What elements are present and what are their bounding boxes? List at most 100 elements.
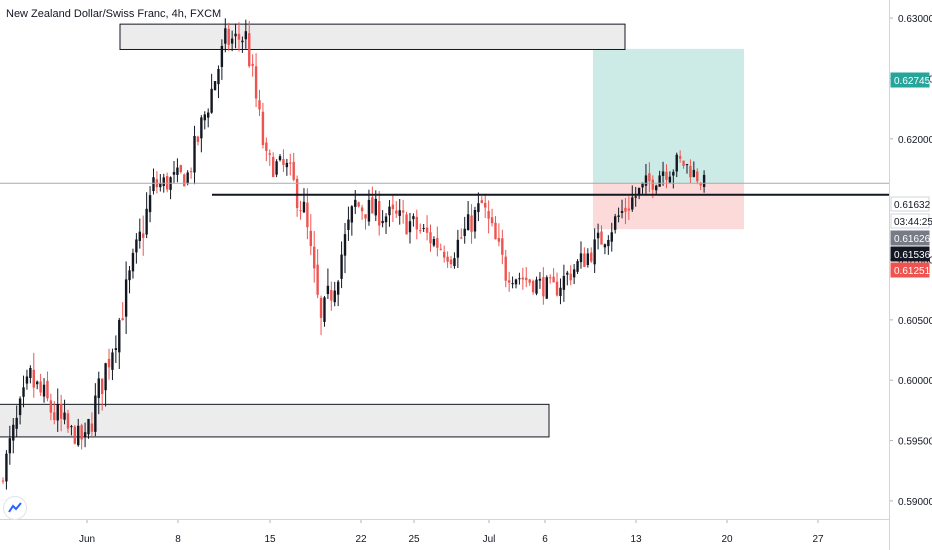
candle-body — [268, 153, 271, 155]
candle-body — [179, 165, 183, 173]
candle-body — [525, 277, 528, 281]
candle-body — [350, 206, 354, 223]
candle — [477, 192, 480, 222]
x-tick-label: 13 — [630, 534, 642, 545]
candle-body — [672, 171, 675, 176]
candle — [692, 161, 696, 178]
candle-body — [692, 169, 696, 177]
candle — [672, 169, 675, 189]
candle-body — [77, 425, 80, 446]
candle — [203, 111, 206, 130]
candle — [155, 171, 159, 194]
candle-body — [1, 480, 5, 482]
candle-body — [213, 81, 217, 91]
candle — [230, 30, 234, 52]
last-price-tag-label: 0.61632 — [894, 200, 931, 211]
candle-body — [586, 253, 590, 266]
candle-body — [53, 412, 56, 421]
candle-body — [193, 135, 196, 173]
candle — [323, 295, 326, 327]
candle — [579, 241, 583, 269]
candle-body — [73, 426, 77, 444]
candle — [196, 135, 200, 146]
candle-body — [278, 156, 282, 161]
candle — [555, 272, 559, 297]
candle-body — [56, 404, 59, 421]
candle-body — [501, 238, 504, 255]
y-tick-label: 0.60500 — [898, 316, 932, 327]
candle-body — [289, 162, 292, 164]
candle — [668, 171, 672, 183]
last-price-tag: 0.61632 — [890, 196, 931, 212]
candle — [227, 22, 230, 51]
candle-body — [419, 230, 422, 232]
candle-body — [576, 261, 579, 272]
supply-zone — [119, 23, 626, 50]
candle-body — [439, 248, 442, 250]
candle — [360, 204, 364, 220]
candle — [408, 212, 412, 244]
candle — [59, 394, 63, 432]
tradingview-logo-icon[interactable] — [3, 496, 27, 520]
candle — [172, 161, 176, 183]
candle-body — [531, 280, 535, 293]
candle-body — [456, 239, 460, 258]
candle — [449, 255, 453, 269]
candle-body — [590, 252, 593, 262]
candle-body — [518, 278, 521, 280]
candle — [405, 211, 408, 235]
time-axis: Jun 8 15 22 25 Jul 6 13 20 27 — [79, 519, 824, 545]
candle-body — [572, 269, 576, 278]
candle-body — [579, 253, 583, 263]
candle-body — [655, 185, 658, 191]
candle-body — [111, 352, 114, 370]
candle — [207, 108, 210, 128]
candle-body — [100, 378, 104, 395]
candle — [42, 378, 46, 403]
candle-body — [634, 196, 637, 198]
candle — [661, 161, 665, 186]
candle-body — [97, 378, 100, 399]
candle-body — [104, 363, 107, 391]
candle — [224, 18, 227, 53]
candle-body — [282, 159, 285, 165]
stop-price-tag: 0.61251 — [890, 262, 931, 278]
candle — [285, 158, 289, 176]
candle-body — [306, 202, 309, 228]
candle — [118, 317, 121, 369]
candle-body — [477, 203, 480, 213]
candle-body — [340, 254, 343, 279]
candle-body — [566, 272, 569, 275]
candle — [306, 188, 309, 240]
entry-price-tag-label: 0.61626 — [894, 234, 931, 245]
candle — [525, 267, 528, 288]
candle — [316, 249, 319, 299]
candle-body — [309, 230, 312, 247]
candle — [514, 278, 518, 289]
candle-body — [241, 40, 244, 43]
candle — [292, 152, 295, 182]
candle-body — [357, 202, 360, 207]
candle — [135, 233, 138, 264]
candle — [278, 154, 282, 162]
countdown-tag: 03:44:25 — [890, 213, 932, 229]
candle — [1, 477, 5, 484]
candle — [25, 369, 29, 390]
candle-body — [32, 369, 35, 388]
candle-body — [118, 319, 121, 353]
candle-body — [528, 279, 531, 283]
x-tick-label: 15 — [264, 534, 276, 545]
support-price-tag-bg — [890, 246, 930, 262]
target-price-tag: 0.62745 — [890, 72, 931, 88]
candle — [521, 267, 525, 290]
candle — [56, 388, 59, 432]
candle-body — [354, 199, 357, 207]
candle-body — [59, 403, 63, 419]
candle — [111, 348, 114, 381]
candle-body — [15, 417, 18, 429]
stop-price-tag-bg — [890, 262, 930, 278]
candle-body — [196, 136, 200, 142]
candle-body — [381, 220, 384, 224]
candle — [401, 199, 405, 224]
